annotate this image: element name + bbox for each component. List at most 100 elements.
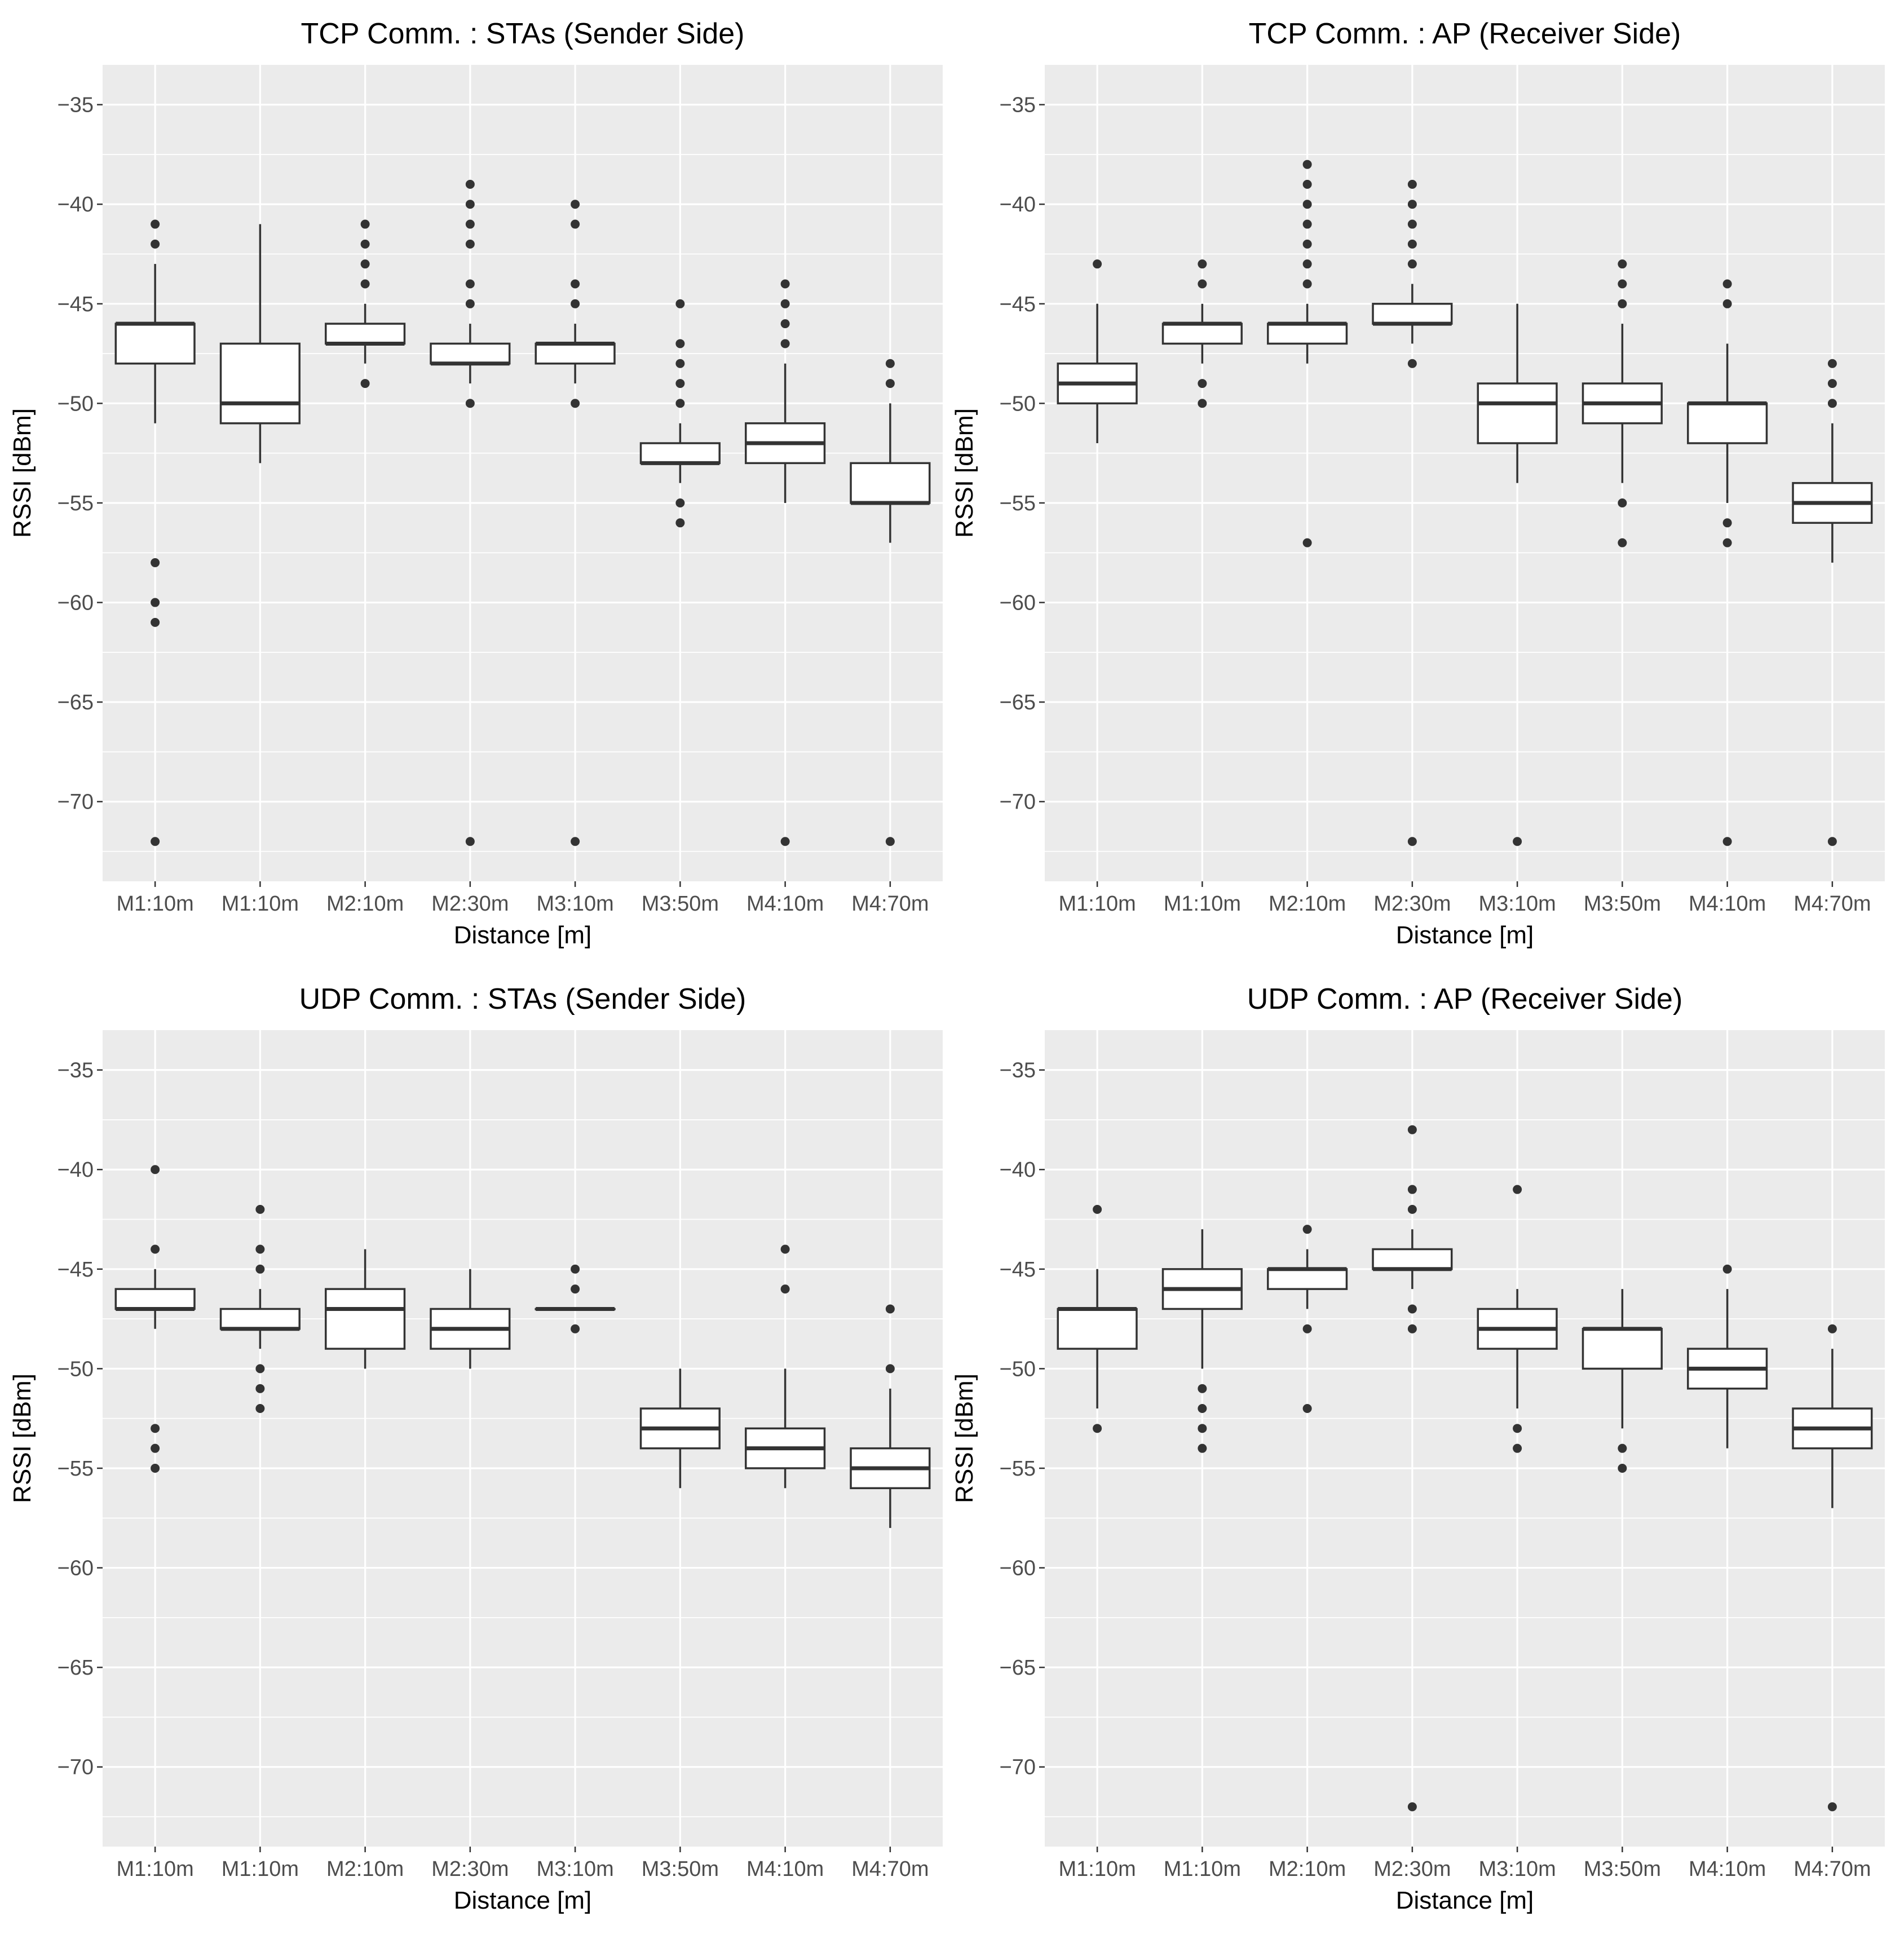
box-4: [430, 179, 511, 846]
outlier-point: [1722, 279, 1732, 289]
x-axis-label: Distance [m]: [1396, 921, 1534, 949]
outlier-point: [1513, 1185, 1522, 1194]
box-8: [850, 359, 931, 846]
x-tick-label: M3:50m: [642, 892, 719, 916]
outlier-point: [465, 837, 475, 846]
x-tick-label: M4:10m: [1689, 892, 1766, 916]
outlier-point: [1407, 200, 1417, 209]
box-5: [534, 1264, 616, 1334]
box-1: [114, 1165, 196, 1473]
box-6: [1581, 259, 1663, 547]
box-2: [219, 224, 301, 463]
iqr-box: [1267, 323, 1348, 345]
x-tick-label: M3:50m: [1584, 1857, 1661, 1881]
box-3: [325, 1249, 406, 1369]
x-tick-label: M3:10m: [536, 892, 613, 916]
outlier-point: [571, 299, 580, 308]
panel-title: UDP Comm. : AP (Receiver Side): [1247, 983, 1683, 1015]
outlier-point: [360, 279, 370, 289]
iqr-box: [430, 342, 511, 365]
panel-title: TCP Comm. : AP (Receiver Side): [1249, 17, 1681, 50]
outlier-point: [1302, 1324, 1312, 1334]
iqr-box: [1372, 1248, 1453, 1270]
outlier-point: [1722, 538, 1732, 547]
outlier-point: [1302, 179, 1312, 189]
outlier-point: [151, 617, 160, 627]
y-tick-label: −40: [58, 1158, 94, 1182]
outlier-point: [151, 1244, 160, 1254]
iqr-box: [325, 1288, 406, 1350]
box-7: [1687, 1264, 1768, 1449]
outlier-point: [465, 239, 475, 249]
box-6: [639, 1368, 721, 1489]
outlier-point: [780, 319, 790, 329]
y-tick-label: −55: [58, 1457, 94, 1481]
box-4: [1372, 179, 1453, 846]
outlier-point: [1198, 1384, 1207, 1393]
outlier-point: [360, 259, 370, 269]
x-axis-label: Distance [m]: [454, 921, 592, 949]
box-6: [639, 299, 721, 528]
y-tick-label: −45: [58, 293, 94, 316]
x-tick-label: M4:10m: [1689, 1857, 1766, 1881]
outlier-point: [1722, 837, 1732, 846]
box-4: [1372, 1125, 1453, 1812]
panel-background: [1045, 65, 1885, 881]
outlier-point: [675, 339, 685, 348]
box-5: [1477, 1185, 1558, 1453]
x-tick-label: M4:70m: [851, 1857, 929, 1881]
y-tick-label: −35: [58, 94, 94, 117]
outlier-point: [1407, 837, 1417, 846]
outlier-point: [1513, 1443, 1522, 1453]
outlier-point: [1722, 1264, 1732, 1274]
outlier-point: [1198, 1404, 1207, 1414]
outlier-point: [1198, 399, 1207, 408]
x-tick-label: M2:30m: [1373, 892, 1451, 916]
outlier-point: [1198, 279, 1207, 289]
outlier-point: [1198, 1424, 1207, 1433]
outlier-point: [780, 339, 790, 348]
outlier-point: [465, 399, 475, 408]
y-tick-label: −60: [58, 591, 94, 615]
y-tick-label: −70: [58, 1756, 94, 1780]
iqr-box: [1161, 323, 1243, 345]
outlier-point: [780, 1244, 790, 1254]
outlier-point: [1093, 1424, 1102, 1433]
y-tick-label: −55: [1000, 492, 1036, 515]
outlier-point: [255, 1264, 265, 1274]
outlier-point: [1407, 239, 1417, 249]
outlier-point: [571, 200, 580, 209]
x-tick-label: M2:10m: [1269, 892, 1346, 916]
y-axis-label: RSSI [dBm]: [8, 1374, 36, 1503]
x-tick-label: M2:30m: [431, 892, 509, 916]
x-tick-label: M1:10m: [1058, 1857, 1136, 1881]
outlier-point: [885, 837, 895, 846]
x-tick-label: M1:10m: [222, 1857, 299, 1881]
box-7: [745, 279, 826, 846]
y-tick-label: −55: [58, 492, 94, 515]
outlier-point: [1093, 259, 1102, 269]
box-1: [1057, 1204, 1138, 1433]
outlier-point: [1302, 538, 1312, 547]
outlier-point: [780, 299, 790, 308]
outlier-point: [885, 1304, 895, 1314]
box-5: [1477, 303, 1558, 846]
outlier-point: [675, 399, 685, 408]
iqr-box: [850, 462, 931, 504]
outlier-point: [1407, 1324, 1417, 1334]
outlier-point: [1198, 259, 1207, 269]
y-tick-label: −35: [1000, 94, 1036, 117]
y-tick-label: −65: [1000, 691, 1036, 714]
x-tick-label: M1:10m: [1058, 892, 1136, 916]
x-tick-label: M4:70m: [1793, 1857, 1871, 1881]
box-7: [745, 1244, 826, 1489]
outlier-point: [1093, 1204, 1102, 1214]
box-3: [1267, 160, 1348, 547]
outlier-point: [1407, 1125, 1417, 1134]
y-tick-label: −65: [58, 1656, 94, 1680]
y-tick-label: −40: [1000, 193, 1036, 217]
outlier-point: [885, 359, 895, 368]
outlier-point: [151, 837, 160, 846]
y-tick-label: −55: [1000, 1457, 1036, 1481]
